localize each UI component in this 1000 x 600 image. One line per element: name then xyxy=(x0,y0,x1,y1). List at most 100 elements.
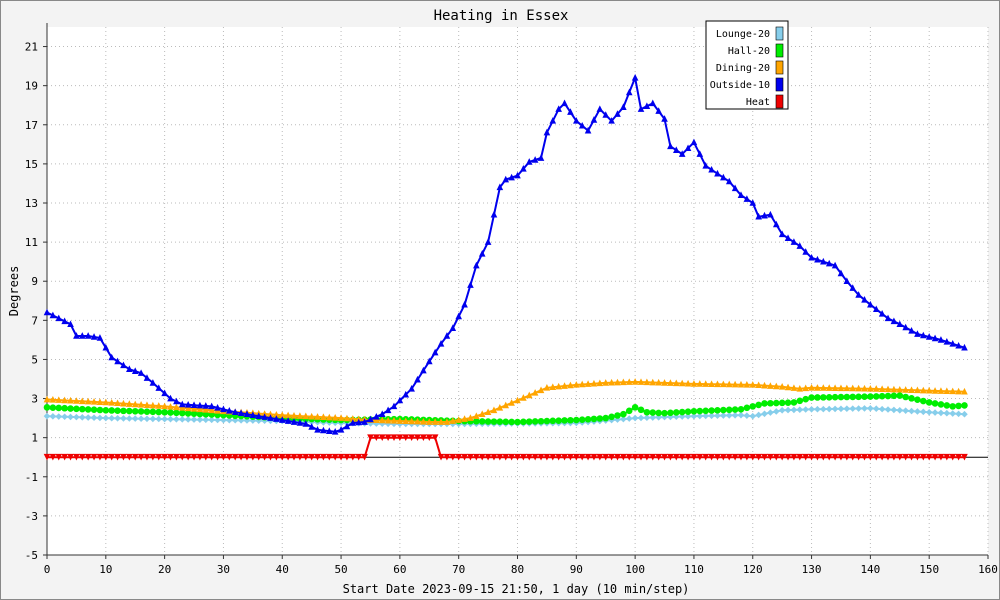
data-point xyxy=(390,420,398,428)
y-axis-label: Degrees xyxy=(7,266,21,317)
data-point xyxy=(55,314,63,322)
data-point xyxy=(78,453,86,461)
data-point xyxy=(737,411,745,419)
data-point xyxy=(890,392,898,400)
data-point xyxy=(784,406,792,414)
data-point xyxy=(725,453,733,461)
data-point xyxy=(637,378,645,385)
data-point xyxy=(167,453,174,461)
data-point xyxy=(208,402,215,410)
data-point xyxy=(390,402,398,410)
data-point xyxy=(55,413,63,420)
data-point xyxy=(90,406,98,414)
data-point xyxy=(755,411,762,419)
data-point xyxy=(508,399,515,406)
data-point xyxy=(543,384,551,391)
data-point xyxy=(96,414,104,422)
data-point xyxy=(190,401,198,409)
data-point xyxy=(96,398,104,405)
data-point xyxy=(502,401,510,409)
data-point xyxy=(184,416,192,423)
data-point xyxy=(737,406,745,413)
data-point xyxy=(549,417,557,425)
data-point xyxy=(202,410,210,418)
data-point xyxy=(837,384,845,392)
data-point xyxy=(443,332,451,339)
data-point xyxy=(820,453,827,461)
data-point xyxy=(761,381,768,389)
data-point xyxy=(772,408,780,415)
y-tick-label: 9 xyxy=(31,275,38,288)
data-point xyxy=(720,173,727,181)
data-point xyxy=(531,418,539,425)
data-point xyxy=(231,416,239,424)
data-point xyxy=(343,414,351,422)
axes: 0 10 20 30 40 50 60 70 80 90 100 110 120 130 140 150 160… xyxy=(25,23,998,576)
data-point xyxy=(631,414,639,422)
data-point xyxy=(614,412,621,419)
x-tick-label: 130 xyxy=(802,563,822,576)
data-point xyxy=(896,392,904,399)
data-point xyxy=(320,453,327,461)
data-point xyxy=(126,365,133,373)
data-point xyxy=(473,453,480,461)
data-point xyxy=(255,412,263,419)
data-point xyxy=(525,453,533,461)
data-point xyxy=(925,333,933,340)
data-point xyxy=(220,453,227,461)
data-point xyxy=(955,387,962,395)
data-point xyxy=(508,173,515,181)
data-point xyxy=(108,407,115,414)
y-tick-label: 3 xyxy=(31,393,38,406)
y-tick-label: -5 xyxy=(25,549,38,562)
data-point xyxy=(631,74,639,81)
data-point xyxy=(667,142,674,150)
data-point xyxy=(496,404,504,411)
data-point xyxy=(514,171,521,179)
data-point xyxy=(108,414,115,422)
data-point xyxy=(296,419,304,426)
data-point xyxy=(214,416,221,424)
data-point xyxy=(567,453,574,461)
data-point xyxy=(484,238,492,245)
data-point xyxy=(302,420,310,427)
data-point xyxy=(731,453,739,461)
data-point xyxy=(343,453,351,461)
data-point xyxy=(84,397,92,405)
data-point xyxy=(408,434,415,441)
data-point xyxy=(714,169,721,177)
data-point xyxy=(414,417,421,425)
data-point xyxy=(137,453,145,461)
data-point xyxy=(196,453,204,461)
data-point xyxy=(49,311,57,319)
data-point xyxy=(437,418,445,425)
data-point xyxy=(708,407,715,414)
data-point xyxy=(614,378,621,386)
data-point xyxy=(584,126,592,134)
data-point xyxy=(161,415,168,423)
data-point xyxy=(649,453,657,461)
data-point xyxy=(249,411,257,418)
data-point xyxy=(620,453,627,461)
data-point xyxy=(961,402,968,409)
data-point xyxy=(667,409,674,417)
data-point xyxy=(772,220,780,228)
y-tick-label: 15 xyxy=(25,158,38,171)
data-point xyxy=(808,394,815,401)
data-point xyxy=(749,381,757,388)
data-point xyxy=(143,401,151,409)
data-point xyxy=(849,453,857,461)
data-point xyxy=(937,409,945,417)
legend-swatch xyxy=(775,60,784,75)
data-point xyxy=(867,384,874,392)
data-point xyxy=(737,380,745,388)
data-point xyxy=(284,453,292,461)
data-point xyxy=(84,332,92,339)
data-point xyxy=(661,409,668,417)
data-point xyxy=(208,416,215,424)
data-point xyxy=(549,383,557,391)
data-point xyxy=(896,453,904,461)
data-point xyxy=(331,453,339,461)
data-point xyxy=(561,382,568,389)
data-point xyxy=(543,453,551,461)
